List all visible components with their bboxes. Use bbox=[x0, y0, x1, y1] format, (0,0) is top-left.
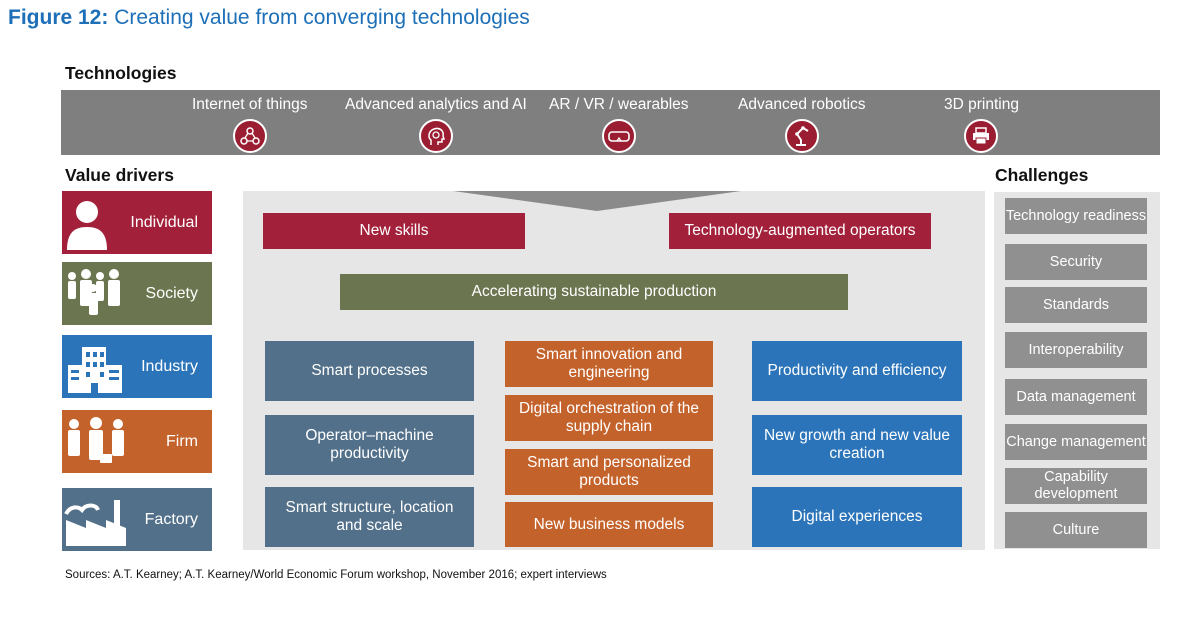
crowd-icon bbox=[68, 269, 120, 315]
box-smart-processes: Smart processes bbox=[265, 341, 474, 401]
vr-goggles-icon bbox=[601, 119, 636, 153]
value-panel: New skills Technology-augmented operator… bbox=[243, 191, 985, 550]
building-icon bbox=[68, 347, 122, 393]
tech-label: Advanced analytics and AI bbox=[345, 96, 527, 113]
box-operator-machine-productivity: Operator–machine productivity bbox=[265, 415, 474, 475]
tech-label: AR / VR / wearables bbox=[549, 96, 689, 113]
tech-advanced-robotics: Advanced robotics bbox=[738, 96, 866, 153]
factory-icon bbox=[64, 500, 126, 546]
box-smart-structure: Smart structure, location and scale bbox=[265, 487, 474, 547]
driver-label: Industry bbox=[141, 357, 198, 375]
tech-ar-vr-wearables: AR / VR / wearables bbox=[549, 96, 689, 153]
tech-advanced-analytics: Advanced analytics and AI bbox=[345, 96, 527, 153]
box-digital-experiences: Digital experiences bbox=[752, 487, 962, 547]
box-productivity-efficiency: Productivity and efficiency bbox=[752, 341, 962, 401]
sources-note: Sources: A.T. Kearney; A.T. Kearney/Worl… bbox=[65, 569, 607, 581]
tech-3d-printing: 3D printing bbox=[944, 96, 1019, 153]
challenge-capability-development: Capability development bbox=[1005, 468, 1147, 504]
challenge-culture: Culture bbox=[1005, 512, 1147, 548]
tech-label: Internet of things bbox=[192, 96, 308, 113]
driver-label: Firm bbox=[166, 432, 198, 450]
figure-number: Figure 12: bbox=[8, 6, 109, 29]
network-icon bbox=[232, 119, 267, 153]
tech-label: Advanced robotics bbox=[738, 96, 866, 113]
box-accelerating-sustainable-production: Accelerating sustainable production bbox=[340, 274, 848, 310]
figure-title-text: Creating value from converging technolog… bbox=[114, 6, 530, 29]
technologies-bar: Internet of things Advanced analytics an… bbox=[61, 90, 1160, 155]
box-smart-personalized-products: Smart and personalized products bbox=[505, 449, 713, 495]
tech-internet-of-things: Internet of things bbox=[192, 96, 307, 153]
driver-society: Society bbox=[62, 262, 212, 325]
figure-title: Figure 12: Creating value from convergin… bbox=[8, 6, 530, 30]
driver-firm: Firm bbox=[62, 410, 212, 473]
driver-label: Society bbox=[145, 284, 198, 302]
driver-label: Individual bbox=[130, 213, 198, 231]
challenges-heading: Challenges bbox=[995, 165, 1089, 185]
challenge-technology-readiness: Technology readiness bbox=[1005, 198, 1147, 234]
challenge-data-management: Data management bbox=[1005, 379, 1147, 415]
down-arrow-shape bbox=[453, 191, 741, 211]
challenge-security: Security bbox=[1005, 244, 1147, 280]
box-digital-orchestration: Digital orchestration of the supply chai… bbox=[505, 395, 713, 441]
tech-label: 3D printing bbox=[944, 96, 1019, 113]
person-icon bbox=[67, 201, 107, 250]
challenge-standards: Standards bbox=[1005, 287, 1147, 323]
box-technology-augmented-operators: Technology-augmented operators bbox=[669, 213, 931, 249]
driver-label: Factory bbox=[144, 510, 198, 528]
challenge-interoperability: Interoperability bbox=[1005, 332, 1147, 368]
technologies-heading: Technologies bbox=[65, 63, 177, 83]
business-people-icon bbox=[68, 417, 124, 463]
brain-head-icon bbox=[418, 119, 453, 153]
driver-individual: Individual bbox=[62, 191, 212, 254]
printer-icon bbox=[964, 119, 999, 153]
challenge-change-management: Change management bbox=[1005, 424, 1147, 460]
driver-factory: Factory bbox=[62, 488, 212, 551]
box-smart-innovation: Smart innovation and engineering bbox=[505, 341, 713, 387]
robot-arm-icon bbox=[784, 119, 819, 153]
value-drivers-heading: Value drivers bbox=[65, 165, 174, 185]
box-new-business-models: New business models bbox=[505, 502, 713, 547]
box-new-skills: New skills bbox=[263, 213, 525, 249]
driver-industry: Industry bbox=[62, 335, 212, 398]
box-new-growth: New growth and new value creation bbox=[752, 415, 962, 475]
